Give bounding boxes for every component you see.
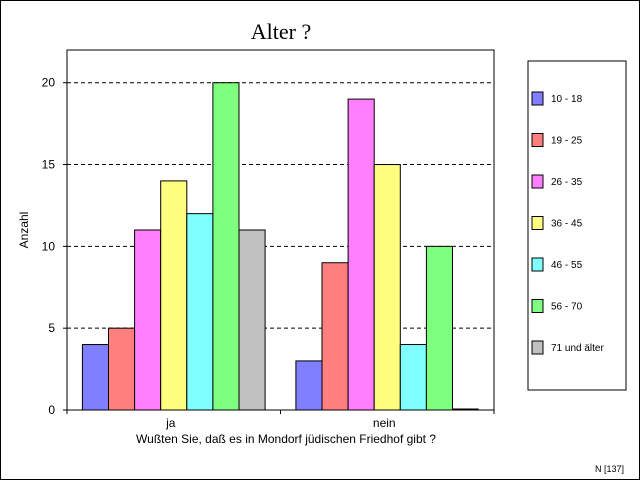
legend-label-1: 19 - 25 xyxy=(551,136,583,147)
y-tick-label-10: 10 xyxy=(42,239,56,253)
x-axis-ticks: ja nein xyxy=(66,410,495,430)
x-tick-label-ja: ja xyxy=(165,416,176,430)
legend-label-6: 71 und älter xyxy=(551,343,604,354)
legend-label-5: 56 - 70 xyxy=(551,302,583,313)
y-tick-label-20: 20 xyxy=(42,76,56,90)
legend-swatch-2 xyxy=(531,174,544,189)
legend-swatch-4 xyxy=(531,257,544,272)
bar-ja-71undälter xyxy=(238,229,266,411)
bars xyxy=(81,82,479,411)
bar-nein-10-18 xyxy=(295,360,323,411)
legend-swatch-1 xyxy=(531,133,544,147)
x-tick-label-nein: nein xyxy=(373,416,396,430)
legend-swatch-5 xyxy=(531,299,544,313)
y-axis-label: Anzahl xyxy=(17,212,31,249)
legend-label-4: 46 - 55 xyxy=(551,260,583,271)
legend-label-0: 10 - 18 xyxy=(551,94,583,105)
legend-swatch-6 xyxy=(531,340,544,355)
y-tick-label-0: 0 xyxy=(48,403,55,417)
footnote: N [137] xyxy=(595,464,624,474)
y-tick-label-5: 5 xyxy=(48,321,55,335)
bar-nein-46-55 xyxy=(399,344,427,411)
bar-ja-10-18 xyxy=(81,344,110,411)
legend: 10 - 18 19 - 25 26 - 35 36 - 45 46 - 55 56 - … xyxy=(531,91,604,355)
bar-nein-56-70 xyxy=(425,245,453,411)
chart-title: Alter ? xyxy=(251,19,311,44)
bar-nein-26-35 xyxy=(347,98,375,411)
legend-label-3: 36 - 45 xyxy=(551,219,583,230)
bar-ja-36-45 xyxy=(160,180,188,411)
legend-label-2: 26 - 35 xyxy=(551,177,583,188)
bar-nein-36-45 xyxy=(373,164,401,411)
bar-ja-19-25 xyxy=(108,327,136,411)
bar-ja-46-55 xyxy=(186,213,214,411)
bar-nein-19-25 xyxy=(321,262,349,411)
bar-ja-26-35 xyxy=(134,229,162,411)
bar-ja-56-70 xyxy=(212,82,240,411)
y-tick-label-15: 15 xyxy=(42,158,56,172)
legend-swatch-3 xyxy=(531,216,544,230)
legend-swatch-0 xyxy=(531,91,544,106)
legend-box xyxy=(527,60,627,391)
x-axis-label: Wußten Sie, daß es in Mondorf jüdischen … xyxy=(136,432,436,446)
y-axis-ticks: 0 5 10 15 20 xyxy=(42,76,67,417)
